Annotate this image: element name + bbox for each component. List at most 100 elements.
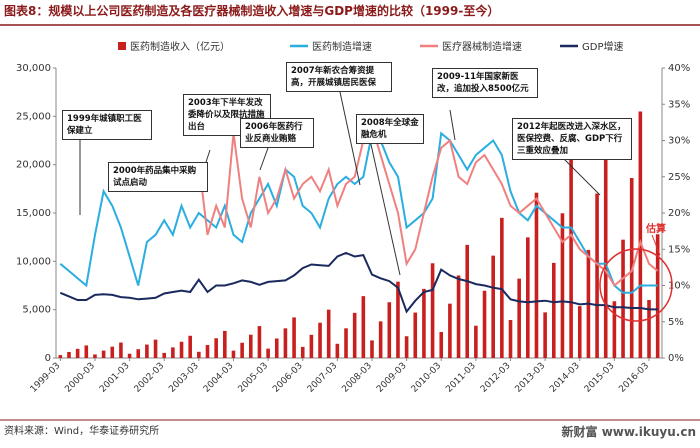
bar	[647, 300, 651, 358]
estimate-circle	[599, 248, 673, 322]
bar	[93, 354, 97, 358]
bar	[404, 336, 409, 358]
bar	[482, 290, 487, 358]
bar	[491, 255, 495, 358]
x-tick-label: 2009-03	[375, 361, 409, 395]
y-tick-label: 25,000	[16, 111, 51, 122]
annotation: 估算	[646, 224, 666, 235]
bar	[500, 217, 504, 358]
callout-leader	[339, 91, 361, 186]
annotation: 2000年药品集中采购试点启动	[108, 162, 208, 192]
x-tick-label: 2007-03	[306, 361, 340, 395]
x-tick-label: 2016-03	[617, 361, 651, 395]
bar	[612, 301, 617, 358]
bar	[119, 342, 123, 358]
annotation: 2008年全球金融危机	[356, 114, 424, 144]
bar	[223, 330, 227, 358]
bar	[430, 263, 435, 358]
bar	[205, 345, 210, 358]
x-tick-label: 2014-03	[548, 361, 582, 395]
x-tick-label: 2013-03	[514, 361, 548, 395]
bar	[58, 355, 63, 358]
x-tick-label: 2012-03	[479, 361, 513, 395]
bar	[543, 312, 547, 358]
bar	[335, 343, 340, 358]
estimate-leader	[651, 234, 661, 256]
bar	[456, 275, 461, 358]
bar	[370, 340, 374, 358]
bar	[179, 341, 184, 358]
bar	[517, 278, 521, 358]
y2-tick-label: 15%	[668, 244, 690, 255]
bar	[188, 335, 192, 358]
y2-tick-label: 0%	[668, 353, 684, 364]
callout-leader	[259, 147, 269, 171]
y2-tick-label: 5%	[668, 317, 684, 328]
annotation: 2006年医药行业反商业贿赂	[240, 118, 314, 148]
y-tick-label: 20,000	[16, 160, 51, 171]
bar	[361, 296, 366, 358]
bar	[526, 237, 530, 358]
bar	[300, 346, 305, 358]
bar	[595, 193, 599, 358]
x-tick-label: 2006-03	[271, 361, 305, 395]
callout-leader	[559, 154, 601, 196]
x-tick-label: 2002-03	[133, 361, 167, 395]
x-tick-label: 2004-03	[202, 361, 236, 395]
annotation: 2007年新农合筹资提高，开展城镇居民医保	[286, 62, 392, 92]
line	[197, 123, 659, 288]
annotation: 2009-11年国家新医改，追加投入8500亿元	[432, 68, 538, 98]
y2-tick-label: 40%	[668, 63, 690, 74]
y-tick-label: 15,000	[16, 208, 51, 219]
bar	[413, 312, 418, 358]
bar	[352, 312, 357, 358]
bar	[344, 328, 348, 358]
legend-label: 医疗器械制造增速	[442, 40, 522, 53]
bar	[101, 350, 106, 358]
bar	[274, 338, 279, 358]
bar	[439, 331, 444, 358]
x-tick-label: 2005-03	[237, 361, 271, 395]
bar	[110, 346, 115, 358]
y-tick-label: 10,000	[16, 256, 51, 267]
y-tick-label: 0	[45, 353, 51, 364]
bar	[569, 159, 573, 358]
bar	[292, 317, 296, 358]
x-tick-label: 2008-03	[340, 361, 374, 395]
bar	[145, 344, 149, 358]
line	[59, 251, 658, 314]
bar	[309, 334, 314, 358]
watermark: 新财富 www.ikuyu.cn	[562, 424, 696, 439]
legend-label: GDP增速	[582, 40, 623, 53]
y-tick-label: 30,000	[16, 63, 51, 74]
bar	[638, 111, 643, 358]
bar	[396, 281, 400, 358]
callout-leader	[449, 109, 456, 141]
bar	[283, 328, 288, 358]
bar	[603, 132, 608, 358]
bar	[136, 349, 141, 358]
bar	[153, 339, 158, 358]
bar	[655, 234, 660, 358]
bar	[171, 347, 175, 358]
bar	[84, 345, 89, 358]
legend-swatch	[118, 42, 126, 50]
x-tick-label: 2011-03	[444, 361, 478, 395]
bar	[560, 213, 565, 358]
bar	[534, 192, 539, 358]
x-tick-label: 2015-03	[583, 361, 617, 395]
bar	[474, 325, 478, 358]
y-tick-label: 5,000	[22, 305, 51, 316]
x-tick-label: 1999-03	[29, 361, 63, 395]
x-tick-label: 2000-03	[63, 361, 97, 395]
y2-tick-label: 25%	[668, 172, 690, 183]
bar	[378, 321, 383, 358]
callout-leader	[369, 139, 401, 276]
bar	[75, 348, 80, 358]
chart-title: 图表8：规模以上公司医药制造及各医疗器械制造收入增速与GDP增速的比较（1999…	[4, 3, 499, 18]
annotation: 1999年城镇职工医保建立	[62, 110, 152, 140]
bar	[326, 309, 331, 358]
bar	[387, 302, 392, 358]
